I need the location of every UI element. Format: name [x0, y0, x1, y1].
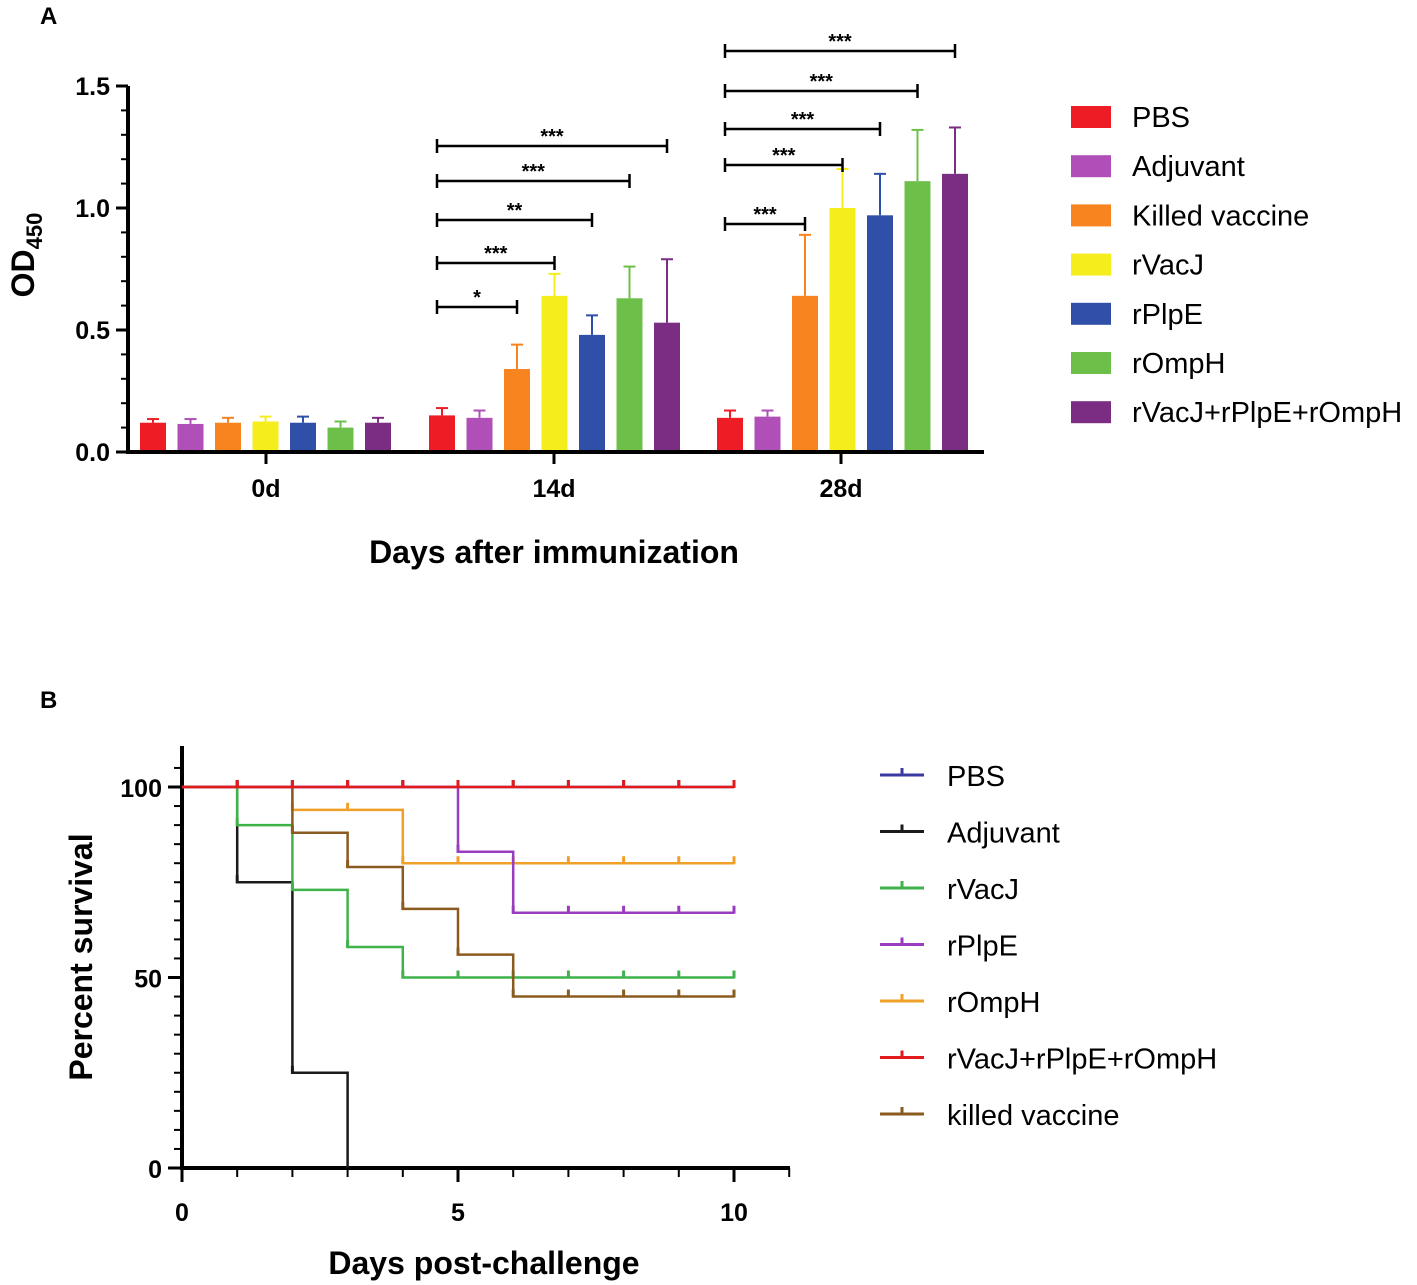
x-tick-label-1: 5 [451, 1199, 465, 1227]
legend-label-rvacj-rplpe-romph: rVacJ+rPlpE+rOmpH [1132, 397, 1402, 429]
bar-pbs-14d [429, 415, 455, 452]
sig-label-3: *** [522, 161, 546, 183]
y-tick-label-1: 50 [134, 966, 162, 994]
survival-curve-adjuvant [182, 785, 349, 1168]
legend-label-adjuvant: Adjuvant [1132, 151, 1245, 183]
bar-killed-vaccine-28d [792, 295, 818, 452]
legend-label-killed-vaccine: killed vaccine [947, 1100, 1119, 1132]
bar-rvacj-28d [829, 208, 856, 452]
sig-label-6: *** [772, 145, 796, 167]
bar-pbs-0d [140, 422, 166, 452]
x-tick-label-14d: 14d [532, 475, 575, 503]
panel-a-letter: A [40, 3, 57, 30]
y-axis-title: OD450 [5, 213, 47, 298]
legend-label-rplpe: rPlpE [947, 931, 1018, 963]
y-tick-label-0: 0.0 [75, 439, 110, 467]
y-tick-label-2: 100 [120, 775, 162, 803]
legend-swatch-pbs [1071, 106, 1111, 128]
legend-label-rvacj-rplpe-romph: rVacJ+rPlpE+rOmpH [947, 1044, 1217, 1076]
bar-rvacj-14d [541, 295, 568, 452]
bar-rplpe-0d [290, 422, 316, 452]
legend-swatch-adjuvant [1071, 155, 1111, 178]
bar-romph-14d [616, 298, 643, 452]
legend-label-romph: rOmpH [947, 987, 1040, 1019]
legend-label-rplpe: rPlpE [1132, 299, 1203, 331]
x-tick-label-0: 0 [175, 1199, 189, 1227]
legend-swatch-rvacj-rplpe-romph [1071, 401, 1111, 424]
survival-curve-killed-vaccine [182, 785, 734, 998]
bar-rplpe-28d [867, 215, 893, 452]
legend-label-rvacj: rVacJ [1132, 250, 1204, 282]
bar-rvacj-0d [252, 421, 279, 452]
sig-label-0: * [473, 287, 481, 309]
bar-rplpe-14d [579, 334, 605, 452]
legend-label-killed-vaccine: Killed vaccine [1132, 200, 1309, 232]
x-tick-label-0d: 0d [251, 475, 280, 503]
bar-adjuvant-14d [466, 417, 493, 452]
bar-adjuvant-0d [177, 423, 204, 452]
sig-label-5: *** [753, 204, 777, 226]
x-axis-title: Days post-challenge [328, 1245, 639, 1281]
sig-label-8: *** [810, 71, 834, 93]
bar-rvacj-rplpe-romph-14d [654, 322, 680, 452]
bar-rvacj-rplpe-romph-28d [942, 173, 968, 452]
y-tick-label-3: 1.5 [75, 73, 110, 101]
bar-romph-28d [904, 181, 931, 452]
legend-swatch-romph [1071, 352, 1111, 374]
bar-romph-0d [327, 427, 354, 452]
y-axis-title: Percent survival [63, 833, 99, 1080]
y-tick-label-1: 0.5 [75, 317, 110, 345]
legend-label-rvacj: rVacJ [947, 874, 1019, 906]
y-axis-title-main: OD [5, 249, 41, 297]
legend-label-pbs: PBS [947, 761, 1005, 793]
bar-pbs-28d [717, 417, 743, 452]
survival-chart: 0 50 100 0 5 10 Days post-challenge Percent sur… [63, 746, 1217, 1281]
legend-swatch-killed-vaccine [1071, 204, 1111, 227]
sig-label-4: *** [540, 126, 564, 148]
bar-rvacj-rplpe-romph-0d [365, 422, 391, 452]
bar-chart-od450: 0.0 0.5 1.0 1.5 0d 14d 28d Days after immunizat… [5, 31, 1402, 570]
legend-swatch-rvacj [1071, 253, 1111, 276]
survival-curve-rvacj [182, 785, 734, 979]
x-tick-label-28d: 28d [819, 475, 862, 503]
y-axis-title-subscript: 450 [22, 213, 47, 250]
legend-swatch-rplpe [1071, 302, 1111, 325]
legend-label-pbs: PBS [1132, 102, 1190, 134]
panel-b-letter: B [40, 687, 57, 714]
sig-label-9: *** [828, 31, 852, 53]
legend-label-adjuvant: Adjuvant [947, 818, 1060, 850]
legend-label-romph: rOmpH [1132, 348, 1225, 380]
bar-adjuvant-28d [754, 416, 781, 452]
sig-label-2: ** [507, 200, 523, 222]
bar-killed-vaccine-0d [215, 422, 241, 452]
y-tick-label-2: 1.0 [75, 195, 110, 223]
x-axis-title: Days after immunization [369, 534, 739, 570]
x-tick-label-2: 10 [720, 1199, 748, 1227]
y-tick-label-0: 0 [148, 1156, 162, 1184]
sig-label-1: *** [484, 243, 508, 265]
sig-label-7: *** [791, 109, 815, 131]
bar-killed-vaccine-14d [504, 369, 530, 452]
